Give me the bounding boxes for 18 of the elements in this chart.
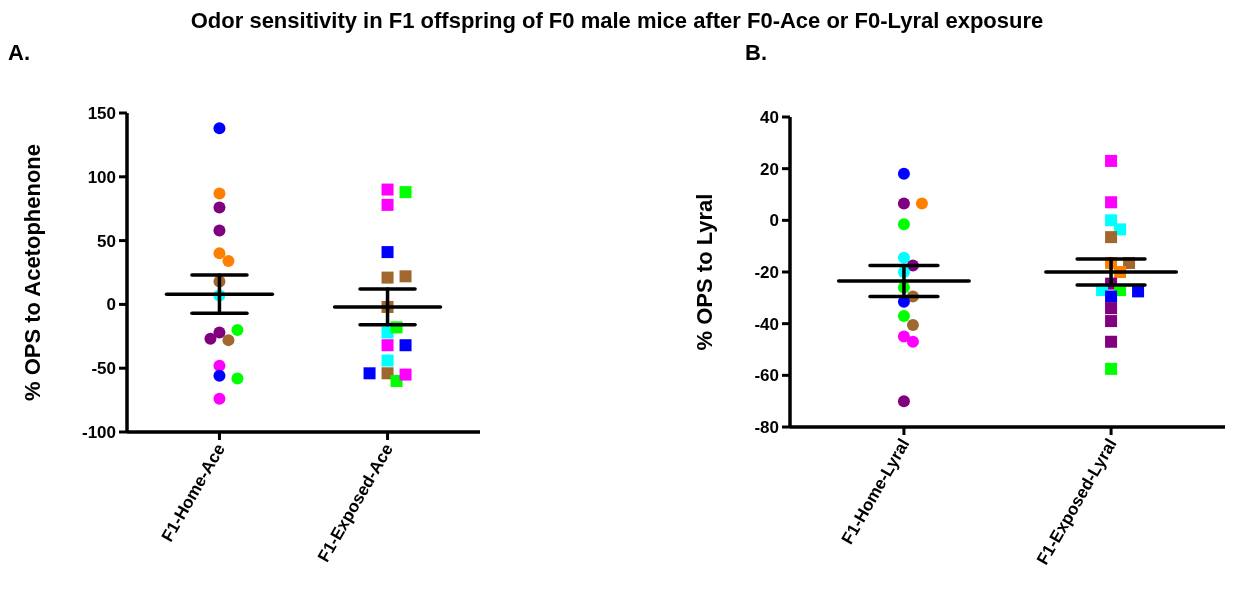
y-tick-label: -40 <box>754 314 779 334</box>
text: Odor sensitivity in F1 offspring of F0 male mice after F0-Ace or F0-Lyral exposure <box>190 8 1044 33</box>
y-tick-label: 40 <box>760 107 779 127</box>
y-tick-label: -100 <box>81 422 116 442</box>
y-tick-label: 20 <box>760 159 779 179</box>
y-axis-title: % OPS to Lyral <box>692 193 717 351</box>
y-tick-label: 0 <box>769 211 779 231</box>
y-tick-label: -60 <box>754 366 779 386</box>
y-tick-label: 0 <box>106 295 116 315</box>
y-tick-label: -20 <box>754 262 779 282</box>
chart-subtitle: A. <box>8 40 30 65</box>
y-tick-label: -50 <box>91 359 116 379</box>
y-tick-label: 150 <box>87 103 116 123</box>
y-tick-label: 100 <box>87 167 116 187</box>
chart-subtitle: B. <box>745 40 767 65</box>
y-tick-label: -80 <box>754 417 779 437</box>
y-axis-title: % OPS to Acetophenone <box>20 143 45 402</box>
y-tick-label: 50 <box>97 231 116 251</box>
